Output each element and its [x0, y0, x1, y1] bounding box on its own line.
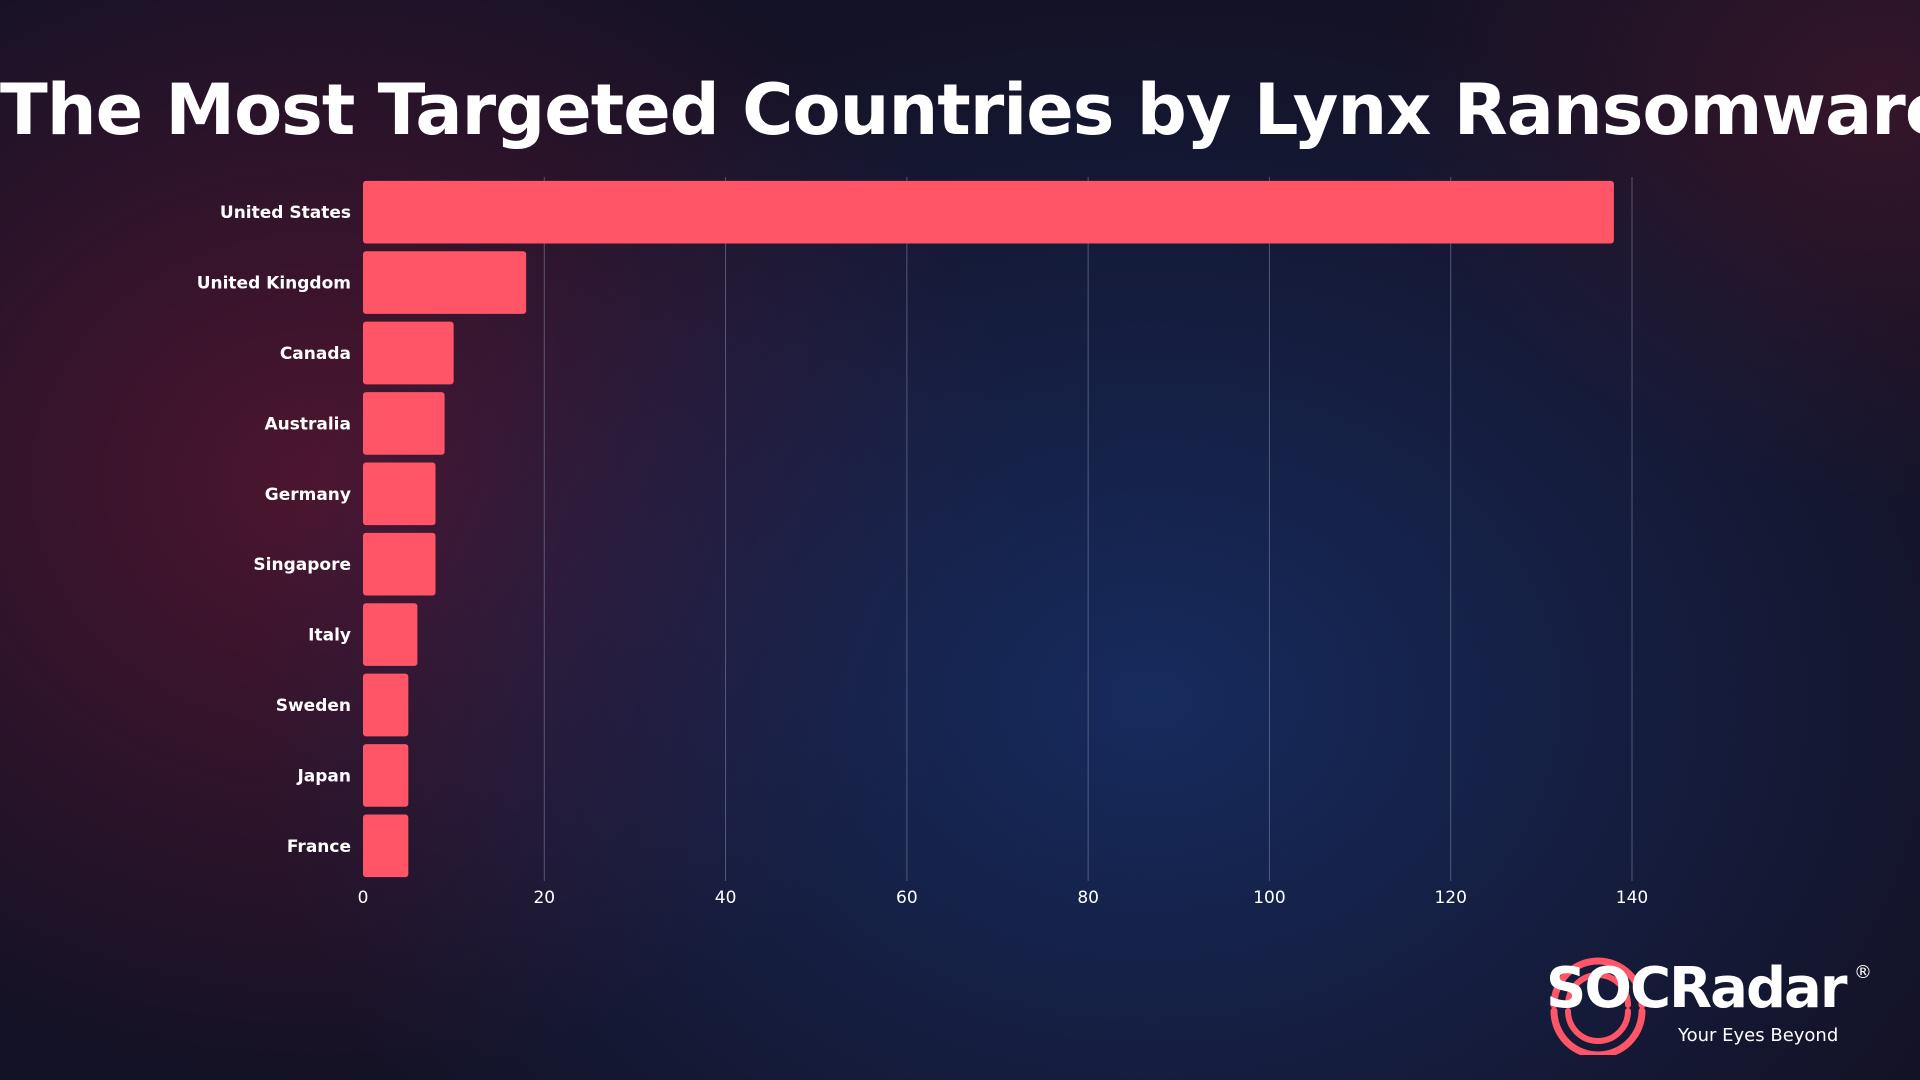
chart-title: The Most Targeted Countries by Lynx Rans… [0, 69, 1920, 151]
x-tick-label: 20 [533, 888, 555, 908]
x-tick-label: 120 [1434, 888, 1466, 908]
bar-germany [363, 462, 436, 526]
x-tick-labels: 0 20 40 60 80 100 120 140 [358, 888, 1649, 908]
x-tick-label: 80 [1077, 888, 1099, 908]
x-tick-label: 140 [1616, 888, 1648, 908]
bar-australia [363, 392, 445, 455]
category-label: Japan [296, 766, 351, 786]
bar-canada [363, 321, 454, 385]
gridlines [543, 177, 1633, 881]
bar-japan [363, 744, 409, 807]
logo-tagline: Your Eyes Beyond [1678, 1025, 1839, 1046]
logo-wordmark: SOCRadar [1546, 956, 1847, 1021]
x-tick-label: 0 [358, 888, 369, 908]
radar-arc [1565, 1008, 1631, 1044]
category-label: Sweden [276, 696, 351, 716]
category-labels: United States United Kingdom Canada Austral… [197, 203, 351, 857]
radar-arc [1550, 1007, 1646, 1055]
category-label: United States [220, 203, 351, 223]
radar-arc [1565, 972, 1631, 1008]
radar-arc [1550, 957, 1646, 1009]
registered-mark: ® [1854, 962, 1872, 983]
category-label: Australia [265, 414, 352, 434]
category-label: France [287, 837, 351, 857]
category-label: United Kingdom [197, 274, 351, 294]
bar-italy [363, 603, 418, 666]
bar-france [363, 814, 409, 878]
x-tick-label: 60 [896, 888, 918, 908]
bar-sweden [363, 673, 409, 737]
x-tick-label: 100 [1253, 888, 1285, 908]
category-label: Canada [280, 344, 351, 364]
bar-united-kingdom [363, 251, 527, 314]
x-tick-label: 40 [715, 888, 737, 908]
category-label: Germany [265, 485, 351, 505]
bar-singapore [363, 532, 436, 596]
radar-icon [1550, 957, 1646, 1055]
bar-united-states [363, 180, 1614, 244]
bars [363, 180, 1614, 878]
category-label: Italy [308, 626, 351, 646]
category-label: Singapore [253, 555, 351, 575]
socradar-logo: SOCRadar ® Your Eyes Beyond [1538, 945, 1878, 1055]
